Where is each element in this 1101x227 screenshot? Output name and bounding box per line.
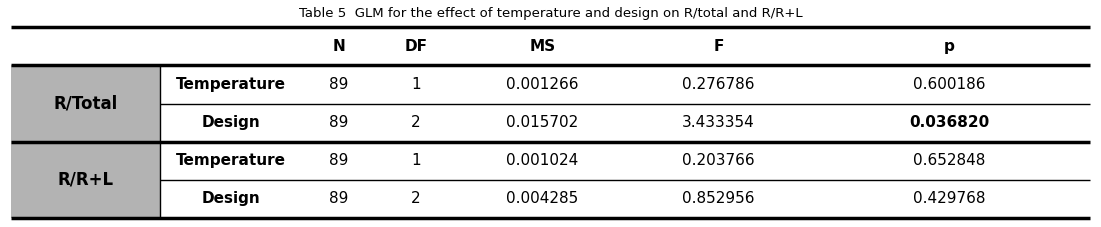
Text: 0.036820: 0.036820 — [909, 115, 990, 130]
Text: 0.203766: 0.203766 — [683, 153, 754, 168]
Text: F: F — [713, 39, 723, 54]
Bar — [303, 104, 374, 142]
Bar — [303, 142, 374, 180]
Text: 3.433354: 3.433354 — [682, 115, 755, 130]
Text: Temperature: Temperature — [176, 77, 286, 92]
Text: 89: 89 — [329, 191, 348, 206]
Bar — [809, 104, 1090, 142]
Bar — [457, 27, 628, 65]
Bar — [628, 27, 809, 65]
Text: 2: 2 — [411, 191, 421, 206]
Text: 2: 2 — [411, 115, 421, 130]
Bar — [809, 142, 1090, 180]
Text: DF: DF — [404, 39, 427, 54]
Text: R/Total: R/Total — [53, 94, 118, 113]
Text: Design: Design — [201, 191, 261, 206]
Bar — [457, 142, 628, 180]
Text: R/R+L: R/R+L — [57, 171, 113, 189]
Bar — [374, 142, 457, 180]
Bar — [809, 180, 1090, 218]
Text: 1: 1 — [411, 77, 421, 92]
Bar — [160, 65, 303, 104]
Bar — [628, 180, 809, 218]
Text: 0.276786: 0.276786 — [683, 77, 754, 92]
Text: 89: 89 — [329, 77, 348, 92]
Bar — [628, 65, 809, 104]
Bar — [809, 65, 1090, 104]
Bar — [160, 142, 303, 180]
Text: 1: 1 — [411, 153, 421, 168]
Text: p: p — [945, 39, 955, 54]
Text: MS: MS — [530, 39, 555, 54]
Bar — [11, 142, 160, 218]
Bar — [160, 104, 303, 142]
Bar — [303, 180, 374, 218]
Bar — [628, 104, 809, 142]
Text: Temperature: Temperature — [176, 153, 286, 168]
Bar — [457, 104, 628, 142]
Bar — [11, 65, 160, 142]
Bar — [374, 104, 457, 142]
Text: 0.852956: 0.852956 — [683, 191, 754, 206]
Bar — [303, 27, 374, 65]
Text: 89: 89 — [329, 153, 348, 168]
Text: 0.429768: 0.429768 — [914, 191, 985, 206]
Bar — [374, 27, 457, 65]
Text: 0.652848: 0.652848 — [914, 153, 985, 168]
Bar — [160, 180, 303, 218]
Text: 0.001266: 0.001266 — [506, 77, 578, 92]
Bar — [457, 180, 628, 218]
Text: 89: 89 — [329, 115, 348, 130]
Bar — [374, 180, 457, 218]
Bar — [628, 142, 809, 180]
Text: Table 5  GLM for the effect of temperature and design on R/total and R/R+L: Table 5 GLM for the effect of temperatur… — [298, 7, 803, 20]
Bar — [457, 65, 628, 104]
Text: Design: Design — [201, 115, 261, 130]
Bar — [11, 27, 1090, 65]
Text: N: N — [333, 39, 345, 54]
Bar — [303, 65, 374, 104]
Text: 0.015702: 0.015702 — [506, 115, 578, 130]
Text: 0.004285: 0.004285 — [506, 191, 578, 206]
Text: 0.001024: 0.001024 — [506, 153, 578, 168]
Text: 0.600186: 0.600186 — [914, 77, 985, 92]
Bar — [809, 27, 1090, 65]
Bar — [374, 65, 457, 104]
